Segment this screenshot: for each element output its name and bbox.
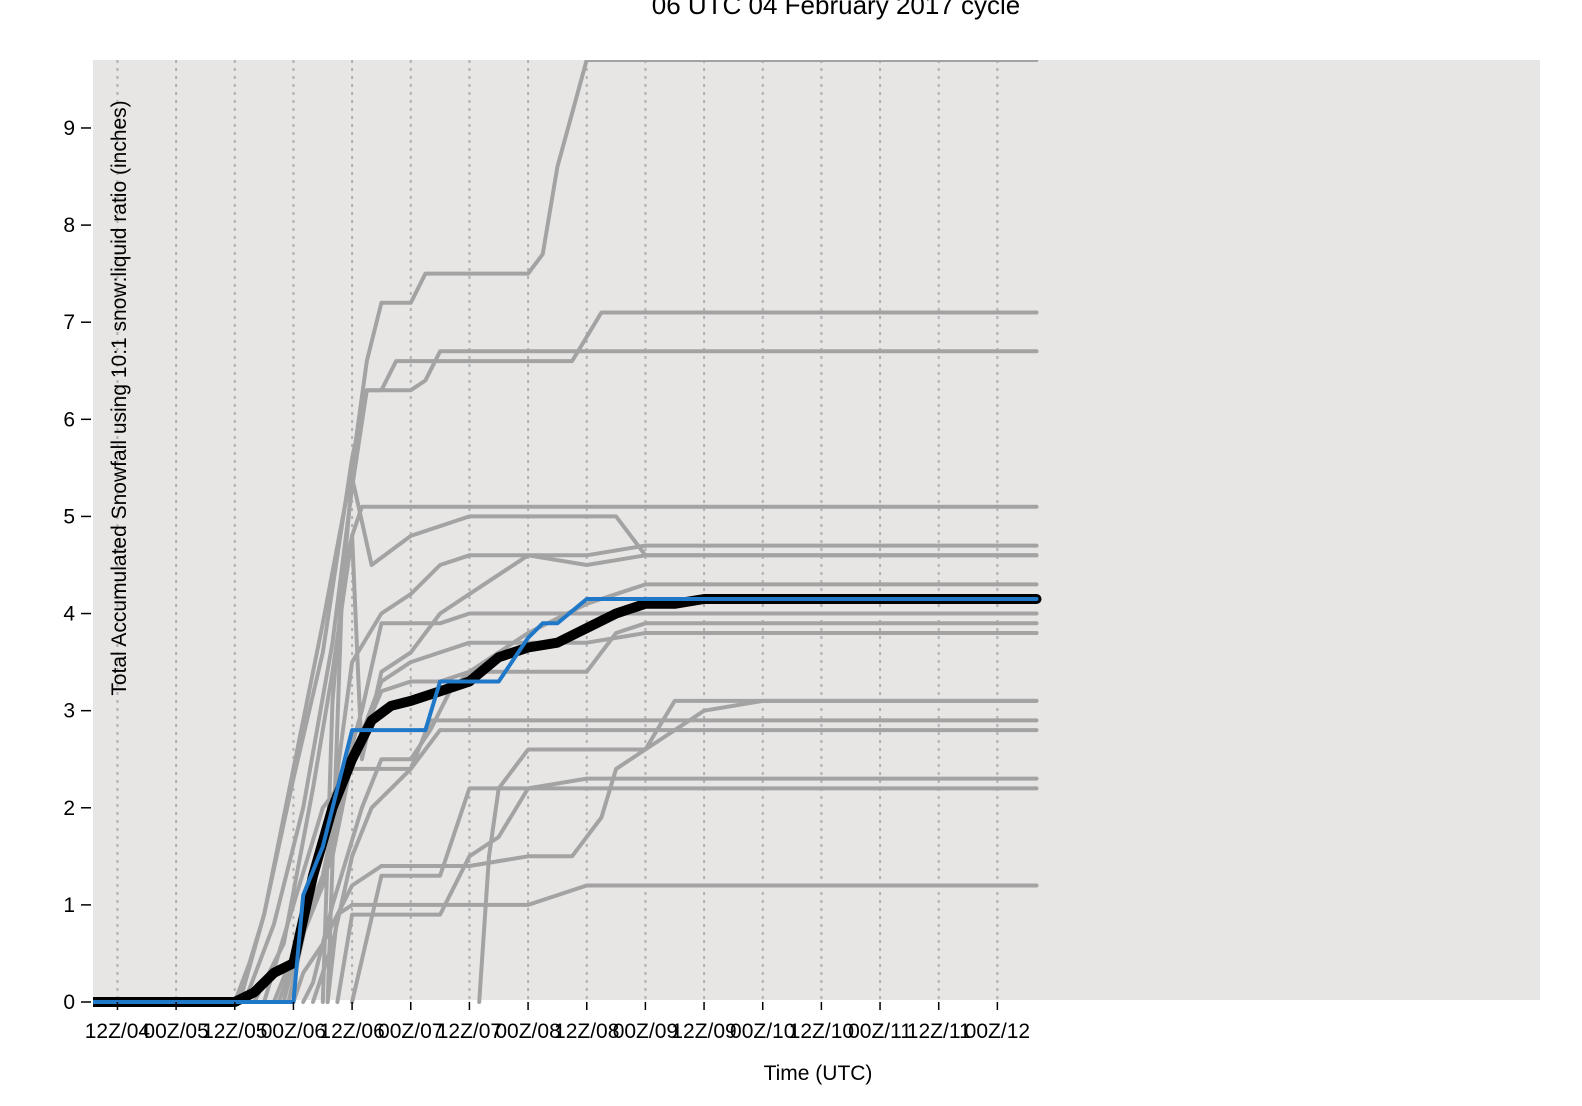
y-axis: 0 1 2 3 4 5 6 7 8 9 [63, 117, 91, 1014]
y-tick-label: 2 [63, 797, 75, 820]
y-tick-label: 1 [63, 894, 75, 917]
y-tick-label: 3 [63, 700, 75, 723]
x-tick-label: 12Z/08 [554, 1020, 619, 1043]
y-tick-label: 4 [63, 603, 75, 626]
member-series-line [276, 631, 1039, 1004]
x-tick-label: 00Z/12 [965, 1020, 1030, 1043]
member-series-line [242, 349, 1039, 1004]
member-series-line [262, 728, 1039, 1004]
y-axis-label: Total Accumulated Snowfall using 10:1 sn… [108, 100, 131, 695]
x-tick-label: 00Z/07 [378, 1020, 443, 1043]
x-tick-label: 12Z/05 [202, 1020, 267, 1043]
x-tick-label: 00Z/06 [261, 1020, 326, 1043]
member-series-line [350, 776, 1039, 1004]
x-tick-label: 12Z/10 [789, 1020, 854, 1043]
chart-title: 06 UTC 04 February 2017 cycle [652, 0, 1021, 20]
x-tick-label: 12Z/07 [437, 1020, 502, 1043]
deterministic-series-line [93, 597, 1039, 1004]
x-tick-label: 12Z/04 [85, 1020, 151, 1043]
y-tick-label: 9 [63, 117, 75, 140]
y-tick-label: 5 [63, 505, 75, 528]
member-series-line [320, 475, 1039, 1004]
x-axis: 12Z/0400Z/0512Z/0500Z/0612Z/0600Z/0712Z/… [85, 1002, 1030, 1043]
x-tick-label: 12Z/09 [671, 1020, 736, 1043]
member-series-line [477, 698, 1039, 1004]
x-tick-label: 00Z/08 [495, 1020, 560, 1043]
x-tick-label: 00Z/10 [730, 1020, 795, 1043]
series-group [93, 60, 1042, 1007]
x-tick-label: 00Z/09 [613, 1020, 678, 1043]
x-tick-label: 12Z/11 [907, 1020, 971, 1043]
y-tick-label: 7 [63, 311, 75, 334]
plot-background [93, 60, 1540, 1000]
x-axis-label: Time (UTC) [764, 1062, 873, 1085]
member-series-line [311, 718, 1039, 1004]
member-series-line [325, 883, 1039, 1004]
x-tick-label: 00Z/11 [848, 1020, 912, 1043]
member-series-line [325, 533, 1039, 1004]
y-tick-label: 8 [63, 214, 75, 237]
x-tick-label: 00Z/05 [143, 1020, 208, 1043]
mean-series-line [93, 594, 1042, 1007]
x-tick-label: 12Z/06 [319, 1020, 384, 1043]
y-tick-label: 6 [63, 408, 75, 431]
y-tick-label: 0 [63, 991, 75, 1014]
